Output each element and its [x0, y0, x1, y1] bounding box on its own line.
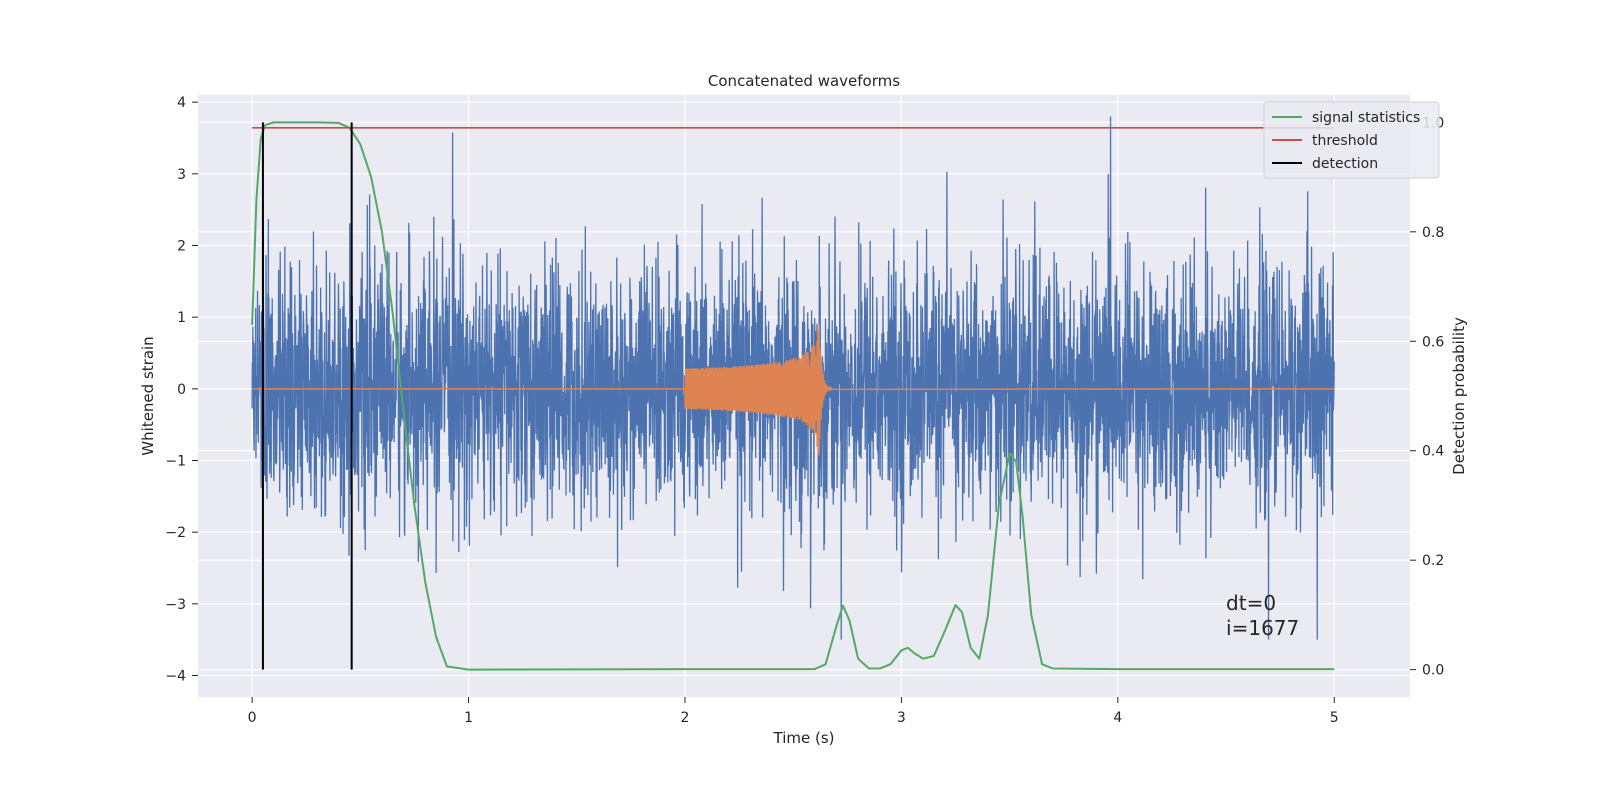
legend-label: detection	[1312, 156, 1378, 172]
x-tick-label: 4	[1113, 710, 1122, 726]
x-axis-label: Time (s)	[773, 729, 835, 747]
y2-tick-label: 0.0	[1422, 663, 1444, 679]
y-axis-label: Whitened strain	[139, 336, 157, 455]
y2-axis-label: Detection probability	[1450, 317, 1468, 475]
chart-title: Concatenated waveforms	[708, 72, 900, 90]
y2-tick-label: 0.6	[1422, 334, 1444, 350]
y-tick-label: 4	[177, 95, 186, 111]
y-tick-label: 2	[177, 239, 186, 255]
x-tick-label: 1	[464, 710, 473, 726]
x-tick-label: 3	[897, 710, 906, 726]
x-tick-label: 0	[248, 710, 257, 726]
annotation-index: i=1677	[1226, 616, 1299, 640]
y-tick-label: −2	[165, 525, 186, 541]
legend-label: signal statistics	[1312, 110, 1420, 126]
x-tick-label: 2	[681, 710, 690, 726]
y2-tick-label: 0.8	[1422, 225, 1444, 241]
y-tick-label: −1	[165, 454, 186, 470]
y-tick-label: −3	[165, 597, 186, 613]
y-tick-label: 1	[177, 310, 186, 326]
waveform-line	[252, 324, 1335, 457]
annotation-dt: dt=0	[1226, 591, 1276, 615]
y-tick-label: 0	[177, 382, 186, 398]
y2-tick-label: 0.4	[1422, 444, 1444, 460]
y-tick-label: −4	[165, 669, 186, 685]
legend-label: threshold	[1312, 133, 1378, 149]
series-layer	[251, 116, 1335, 671]
legend-box	[1263, 101, 1440, 179]
y-tick-label: 3	[177, 167, 186, 183]
legend: signal statistics threshold detection	[1263, 101, 1440, 179]
x-tick-label: 5	[1330, 710, 1339, 726]
y2-tick-label: 0.2	[1422, 553, 1444, 569]
